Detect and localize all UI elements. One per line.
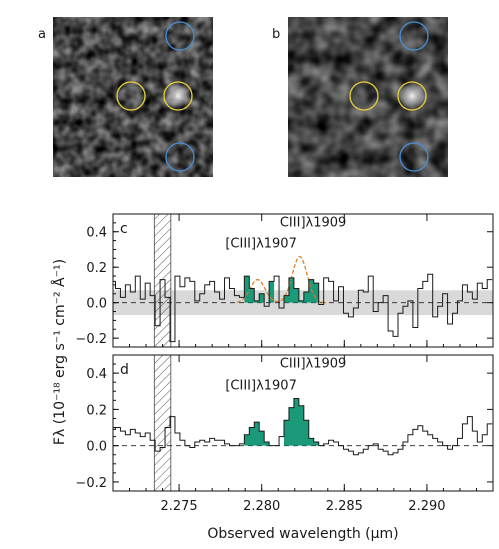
panel-label: d: [120, 362, 129, 378]
xtick-label: 2.290: [408, 499, 445, 514]
yellow-circle-a1: [116, 81, 146, 111]
spectrum-line: [113, 273, 493, 343]
spectrum-panel-d: −0.2 0.0 0.2 0.4 d [CIII]λ1907 CIII]λ1909: [75, 354, 494, 492]
annotation-ciii-1907: [CIII]λ1907: [225, 237, 297, 252]
ytick-label: 0.4: [86, 226, 107, 241]
panel-label-a: a: [38, 27, 46, 42]
image-panel-b: b: [272, 17, 448, 177]
y-axis-label: Fλ (10⁻¹⁸ erg s⁻¹ cm⁻² Å⁻¹): [51, 259, 68, 445]
xtick-label: 2.280: [243, 499, 280, 514]
spectrum-panel-c: −0.2 0.0 0.2 0.4 c [CIII]λ1907 CIII]λ1909: [75, 213, 494, 348]
source-blob-a: [166, 84, 190, 108]
excluded-region: [153, 213, 172, 348]
x-axis-label: Observed wavelength (μm): [207, 526, 398, 542]
xtick-label: 2.285: [326, 499, 363, 514]
emission-fill-2: [284, 398, 324, 446]
blue-circle-a2: [165, 142, 195, 172]
ytick-label: 0.2: [86, 403, 107, 418]
image-panel-a: a: [38, 17, 213, 177]
panel-label: c: [120, 221, 128, 237]
blue-circle-b2: [399, 142, 429, 172]
ytick-label: 0.0: [86, 297, 107, 312]
panel-frame: [112, 354, 494, 492]
ytick-label: −0.2: [75, 476, 107, 491]
ytick-label: 0.0: [86, 440, 107, 455]
spectrum-line: [113, 398, 493, 456]
ytick-label: 0.4: [86, 367, 107, 382]
panel-label-b: b: [272, 27, 280, 42]
excluded-region: [153, 354, 172, 492]
source-blob-b: [399, 83, 425, 109]
panel-frame: [112, 213, 494, 348]
ytick-label: −0.2: [75, 332, 107, 347]
model-fit: [236, 255, 328, 304]
xtick-label: 2.275: [160, 499, 197, 514]
annotation-ciii-1909: CIII]λ1909: [280, 357, 346, 372]
yellow-circle-a2: [163, 81, 193, 111]
blue-circle-a1: [165, 21, 195, 51]
annotation-ciii-1909: CIII]λ1909: [280, 215, 346, 230]
annotation-ciii-1907: [CIII]λ1907: [225, 378, 297, 393]
yellow-circle-b2: [397, 81, 427, 111]
blue-circle-b1: [399, 21, 429, 51]
ytick-label: 0.2: [86, 261, 107, 276]
emission-fill-1: [244, 276, 275, 303]
shared-axes: 2.275 2.280 2.285 2.290 Observed wavelength …: [51, 259, 446, 542]
yellow-circle-b1: [349, 81, 379, 111]
